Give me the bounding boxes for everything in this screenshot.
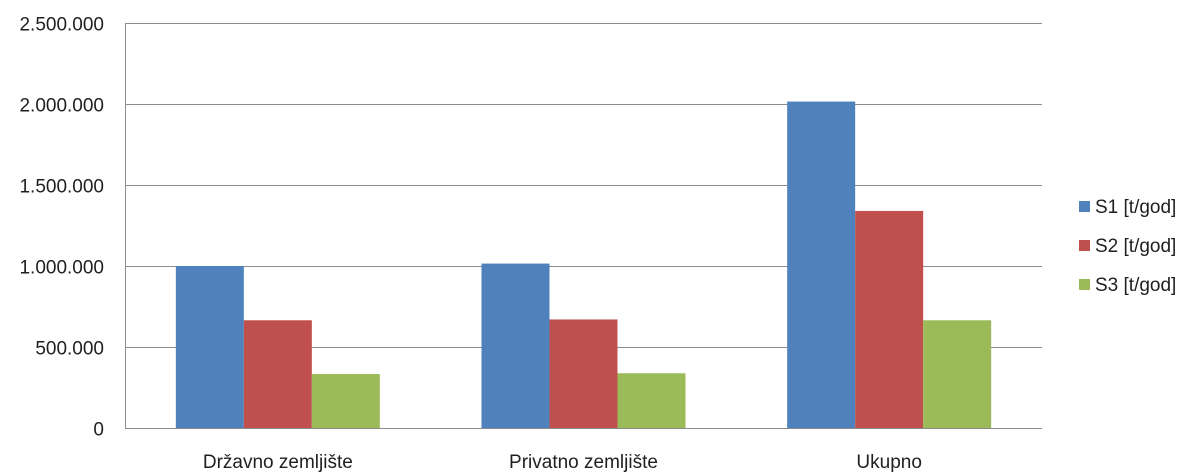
bar-s3 <box>617 373 686 428</box>
x-tick-label: Privatno zemljište <box>509 452 658 473</box>
y-tick-label: 2.500.000 <box>19 15 104 36</box>
legend-swatch <box>1079 279 1090 290</box>
legend-label: S3 [t/god] <box>1095 275 1176 296</box>
y-tick-label: 0 <box>93 420 104 441</box>
axes <box>125 23 1042 429</box>
y-tick-label: 2.000.000 <box>19 96 104 117</box>
y-tick-label: 500.000 <box>35 339 104 360</box>
legend-swatch <box>1079 201 1090 212</box>
bar-s1 <box>787 101 856 428</box>
bar-s3 <box>311 374 380 428</box>
bar-s1 <box>175 266 244 428</box>
bar-s2 <box>549 319 618 428</box>
x-tick-label: Državno zemljište <box>203 452 353 473</box>
y-tick-label: 1.500.000 <box>19 177 104 198</box>
legend: S1 [t/god] S2 [t/god] S3 [t/god] <box>1079 197 1176 296</box>
bar-s2 <box>855 210 924 428</box>
y-tick-label: 1.000.000 <box>19 258 104 279</box>
bar-s2 <box>243 320 312 428</box>
bar-s1 <box>481 263 550 428</box>
x-axis-tick-labels: Državno zemljište Privatno zemljište Ukupn… <box>203 452 922 473</box>
bar-s3 <box>923 320 992 428</box>
legend-label: S1 [t/god] <box>1095 197 1176 218</box>
x-tick-label: Ukupno <box>856 452 922 473</box>
legend-swatch <box>1079 240 1090 251</box>
bars <box>175 101 992 428</box>
legend-label: S2 [t/god] <box>1095 236 1176 257</box>
y-axis-tick-labels: 0 500.000 1.000.000 1.500.000 2.000.000 2.500… <box>19 15 104 441</box>
